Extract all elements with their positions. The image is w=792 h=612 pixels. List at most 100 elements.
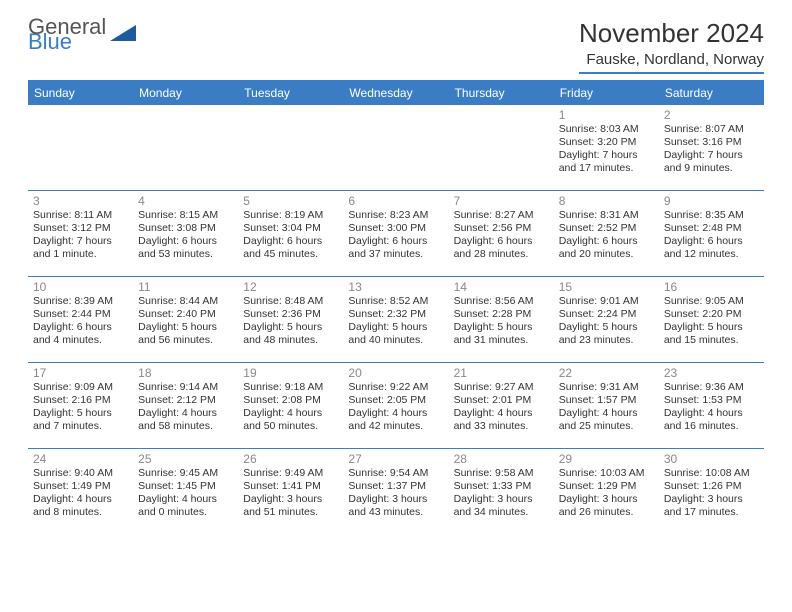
cell-daylight1: Daylight: 5 hours [664,321,759,334]
calendar-cell [28,105,133,191]
col-tuesday: Tuesday [238,82,343,105]
cell-daylight1: Daylight: 3 hours [454,493,549,506]
cell-sunset: Sunset: 2:12 PM [138,394,233,407]
cell-daylight2: and 45 minutes. [243,248,338,261]
cell-daylight2: and 33 minutes. [454,420,549,433]
day-number: 9 [664,194,759,208]
cell-daylight2: and 25 minutes. [559,420,654,433]
cell-daylight2: and 1 minute. [33,248,128,261]
calendar-row: 10Sunrise: 8:39 AMSunset: 2:44 PMDayligh… [28,277,764,363]
calendar-cell: 6Sunrise: 8:23 AMSunset: 3:00 PMDaylight… [343,191,448,277]
calendar-cell: 23Sunrise: 9:36 AMSunset: 1:53 PMDayligh… [659,363,764,449]
cell-sunrise: Sunrise: 8:19 AM [243,209,338,222]
col-sunday: Sunday [28,82,133,105]
cell-sunrise: Sunrise: 9:31 AM [559,381,654,394]
cell-daylight1: Daylight: 6 hours [664,235,759,248]
col-monday: Monday [133,82,238,105]
calendar-cell: 7Sunrise: 8:27 AMSunset: 2:56 PMDaylight… [449,191,554,277]
calendar-cell: 16Sunrise: 9:05 AMSunset: 2:20 PMDayligh… [659,277,764,363]
cell-sunset: Sunset: 3:12 PM [33,222,128,235]
cell-daylight2: and 26 minutes. [559,506,654,519]
cell-daylight1: Daylight: 6 hours [454,235,549,248]
calendar-cell: 19Sunrise: 9:18 AMSunset: 2:08 PMDayligh… [238,363,343,449]
day-number: 29 [559,452,654,466]
cell-daylight1: Daylight: 4 hours [348,407,443,420]
col-thursday: Thursday [449,82,554,105]
day-number: 8 [559,194,654,208]
cell-daylight2: and 37 minutes. [348,248,443,261]
cell-daylight1: Daylight: 6 hours [138,235,233,248]
weekday-header-row: Sunday Monday Tuesday Wednesday Thursday… [28,82,764,105]
day-number: 4 [138,194,233,208]
header-row: General Blue November 2024 Fauske, Nordl… [28,18,764,74]
cell-sunset: Sunset: 1:37 PM [348,480,443,493]
cell-sunrise: Sunrise: 9:01 AM [559,295,654,308]
col-saturday: Saturday [659,82,764,105]
day-number: 7 [454,194,549,208]
cell-daylight1: Daylight: 3 hours [559,493,654,506]
day-number: 2 [664,108,759,122]
cell-sunrise: Sunrise: 8:11 AM [33,209,128,222]
calendar-cell [133,105,238,191]
calendar-cell: 8Sunrise: 8:31 AMSunset: 2:52 PMDaylight… [554,191,659,277]
day-number: 27 [348,452,443,466]
cell-sunset: Sunset: 2:56 PM [454,222,549,235]
day-number: 16 [664,280,759,294]
cell-sunset: Sunset: 2:40 PM [138,308,233,321]
cell-sunset: Sunset: 3:20 PM [559,136,654,149]
cell-daylight1: Daylight: 4 hours [138,407,233,420]
cell-daylight1: Daylight: 5 hours [33,407,128,420]
month-title: November 2024 [579,18,764,49]
logo-text: General Blue [28,18,106,51]
cell-daylight2: and 28 minutes. [454,248,549,261]
day-number: 17 [33,366,128,380]
cell-sunrise: Sunrise: 8:52 AM [348,295,443,308]
day-number: 20 [348,366,443,380]
cell-daylight1: Daylight: 4 hours [33,493,128,506]
cell-daylight1: Daylight: 4 hours [243,407,338,420]
cell-sunrise: Sunrise: 10:03 AM [559,467,654,480]
cell-daylight1: Daylight: 5 hours [138,321,233,334]
cell-daylight2: and 16 minutes. [664,420,759,433]
cell-daylight1: Daylight: 7 hours [559,149,654,162]
cell-sunrise: Sunrise: 8:44 AM [138,295,233,308]
cell-daylight2: and 17 minutes. [664,506,759,519]
cell-sunset: Sunset: 2:08 PM [243,394,338,407]
day-number: 24 [33,452,128,466]
calendar-cell: 18Sunrise: 9:14 AMSunset: 2:12 PMDayligh… [133,363,238,449]
day-number: 23 [664,366,759,380]
cell-daylight1: Daylight: 6 hours [243,235,338,248]
cell-sunrise: Sunrise: 8:35 AM [664,209,759,222]
day-number: 14 [454,280,549,294]
cell-sunrise: Sunrise: 9:36 AM [664,381,759,394]
calendar-cell: 26Sunrise: 9:49 AMSunset: 1:41 PMDayligh… [238,449,343,535]
day-number: 26 [243,452,338,466]
calendar-cell: 14Sunrise: 8:56 AMSunset: 2:28 PMDayligh… [449,277,554,363]
cell-sunrise: Sunrise: 9:40 AM [33,467,128,480]
cell-sunset: Sunset: 2:28 PM [454,308,549,321]
calendar-cell: 12Sunrise: 8:48 AMSunset: 2:36 PMDayligh… [238,277,343,363]
cell-daylight2: and 40 minutes. [348,334,443,347]
calendar-row: 1Sunrise: 8:03 AMSunset: 3:20 PMDaylight… [28,105,764,191]
cell-sunrise: Sunrise: 9:09 AM [33,381,128,394]
calendar-cell: 30Sunrise: 10:08 AMSunset: 1:26 PMDaylig… [659,449,764,535]
day-number: 18 [138,366,233,380]
calendar-cell [449,105,554,191]
cell-daylight2: and 34 minutes. [454,506,549,519]
calendar-table: Sunday Monday Tuesday Wednesday Thursday… [28,82,764,535]
day-number: 6 [348,194,443,208]
cell-sunrise: Sunrise: 9:54 AM [348,467,443,480]
calendar-cell: 15Sunrise: 9:01 AMSunset: 2:24 PMDayligh… [554,277,659,363]
calendar-cell: 27Sunrise: 9:54 AMSunset: 1:37 PMDayligh… [343,449,448,535]
calendar-row: 17Sunrise: 9:09 AMSunset: 2:16 PMDayligh… [28,363,764,449]
logo: General Blue [28,18,136,51]
cell-daylight2: and 9 minutes. [664,162,759,175]
day-number: 13 [348,280,443,294]
cell-daylight2: and 20 minutes. [559,248,654,261]
cell-sunset: Sunset: 2:32 PM [348,308,443,321]
calendar-cell: 4Sunrise: 8:15 AMSunset: 3:08 PMDaylight… [133,191,238,277]
cell-daylight2: and 42 minutes. [348,420,443,433]
calendar-cell: 11Sunrise: 8:44 AMSunset: 2:40 PMDayligh… [133,277,238,363]
calendar-body: 1Sunrise: 8:03 AMSunset: 3:20 PMDaylight… [28,105,764,535]
cell-sunset: Sunset: 1:45 PM [138,480,233,493]
